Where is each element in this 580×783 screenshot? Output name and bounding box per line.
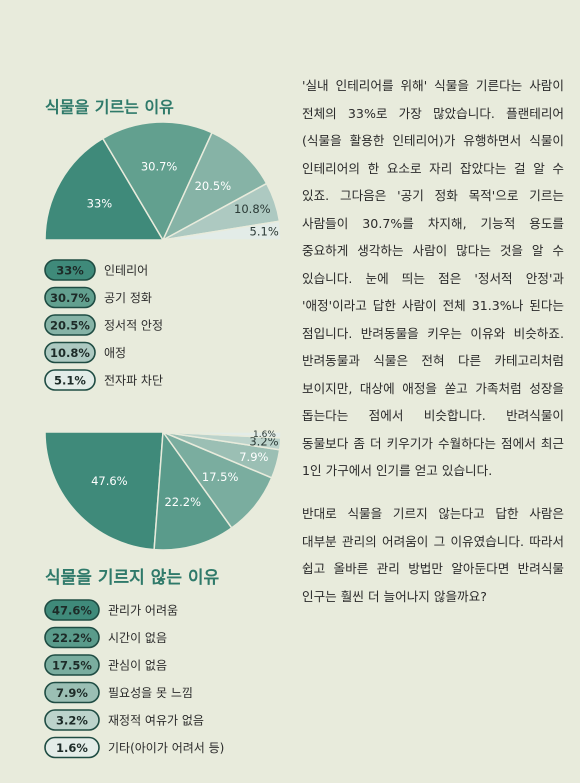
legend-pill xyxy=(44,286,96,309)
slice-label: 22.2% xyxy=(164,495,201,509)
slice-label: 7.9% xyxy=(239,450,268,464)
legend-value: 3.2% xyxy=(56,714,88,728)
slice-label: 5.1% xyxy=(250,224,279,238)
pie-slice xyxy=(44,137,165,241)
slice-label: 20.5% xyxy=(195,179,232,193)
legend-label: 관리가 어려움 xyxy=(108,604,178,618)
pie-slice xyxy=(153,429,233,551)
legend-label: 인테리어 xyxy=(104,264,148,278)
pie-slice xyxy=(162,220,282,241)
legend-value: 5.1% xyxy=(54,374,86,388)
legend-label: 공기 정화 xyxy=(104,291,152,305)
pie-slice xyxy=(101,121,214,242)
legend-label: 관심이 없음 xyxy=(108,659,167,673)
legend-pill xyxy=(44,709,100,731)
legend-value: 47.6% xyxy=(52,604,92,618)
legend-pill xyxy=(44,314,96,336)
pie-slice xyxy=(162,431,282,439)
legend-pill xyxy=(44,259,96,281)
legend-label: 전자파 차단 xyxy=(104,374,163,388)
legend-value: 17.5% xyxy=(52,659,92,673)
legend-label: 재정적 여유가 없음 xyxy=(108,714,204,728)
legend-value: 1.6% xyxy=(56,741,88,755)
legend-value: 7.9% xyxy=(56,686,88,700)
slice-label: 10.8% xyxy=(234,202,271,216)
legend-pill xyxy=(44,341,96,364)
legend-label: 기타(아이가 어려서 등) xyxy=(108,741,224,755)
legend-label: 정서적 안정 xyxy=(104,319,163,333)
pie-slice xyxy=(44,431,164,551)
legend-pill xyxy=(44,681,100,704)
slice-label: 1.6% xyxy=(253,430,276,440)
slice-label: 30.7% xyxy=(141,159,178,173)
chart-title: 식물을 기르지 않는 이유 xyxy=(45,568,220,588)
legend-value: 30.7% xyxy=(50,291,90,305)
paragraph: '실내 인테리어를 위해' 식물을 기른다는 사람이 전체의 33%로 가장 많… xyxy=(302,78,564,478)
chart-title: 식물을 기르는 이유 xyxy=(45,98,174,117)
legend-label: 애정 xyxy=(104,346,126,360)
legend-label: 시간이 없음 xyxy=(108,631,167,645)
slice-label: 47.6% xyxy=(91,474,128,488)
legend-pill xyxy=(44,736,100,759)
legend-value: 22.2% xyxy=(52,631,92,645)
slice-label: 17.5% xyxy=(202,470,239,484)
pie-slice xyxy=(161,131,268,242)
legend-pill xyxy=(44,654,100,676)
slice-label: 33% xyxy=(87,196,113,210)
legend-value: 20.5% xyxy=(50,319,90,333)
paragraph: 반대로 식물을 기르지 않는다고 답한 사람은 대부분 관리의 어려움이 그 이… xyxy=(302,506,564,604)
legend-pill xyxy=(44,599,100,621)
legend-label: 필요성을 못 느낌 xyxy=(108,686,193,700)
legend-pill xyxy=(44,369,96,391)
legend-pill xyxy=(44,626,100,649)
legend-value: 10.8% xyxy=(50,346,90,360)
legend-value: 33% xyxy=(56,264,84,278)
